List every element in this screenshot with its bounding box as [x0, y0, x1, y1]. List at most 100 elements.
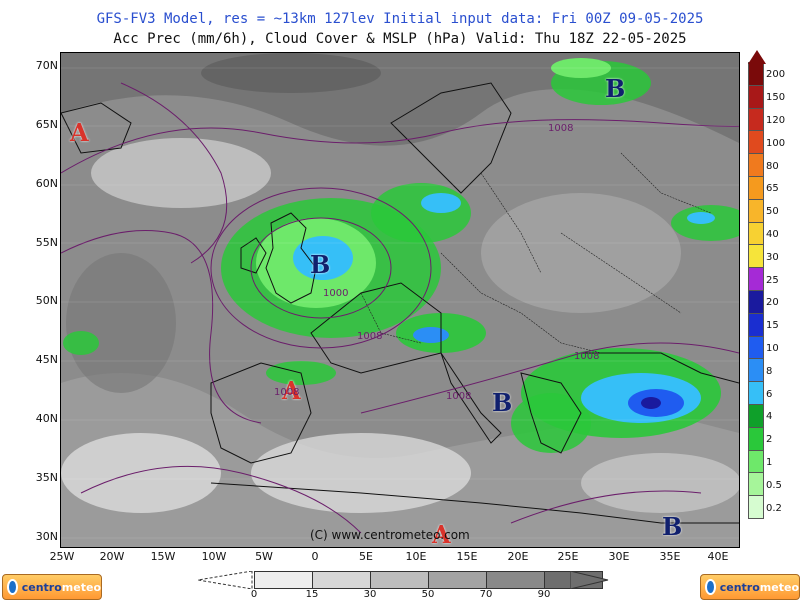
cloud-scale-label: 0: [250, 589, 258, 600]
lon-label: 35E: [659, 550, 681, 563]
precip-scale-label: 200: [766, 69, 786, 81]
low-pressure-marker: B: [605, 74, 626, 103]
precip-scale-label: 15: [766, 320, 779, 332]
cloud-scale-label: 70: [479, 589, 493, 600]
precip-scale-cell: [748, 426, 764, 451]
isobars: [61, 82, 739, 534]
precip-scale-label: 0.2: [766, 502, 782, 514]
low-pressure-marker: B: [310, 250, 331, 279]
precip-scale-label: 50: [766, 206, 779, 218]
lon-label: 10E: [405, 550, 427, 563]
cloud-cover-scale: [200, 571, 603, 589]
copyright-notice: (C) www.centrometeo.com: [310, 528, 470, 542]
cloud-scale-cell: [486, 571, 545, 589]
lat-label: 65N: [35, 118, 58, 131]
map-title: GFS-FV3 Model, res = ~13km 127lev Initia…: [96, 11, 704, 27]
cloud-scale-label: 30: [363, 589, 377, 600]
lon-label: 20W: [99, 550, 125, 563]
precip-scale-cell: [748, 176, 764, 200]
graticule: [61, 67, 739, 539]
isobar-label: 1008: [574, 351, 600, 362]
lat-label: 70N: [35, 59, 58, 72]
cloud-bar-right-arrow-icon: [570, 571, 609, 589]
precip-scale-label: 20: [766, 297, 779, 309]
precip-scale-label: 65: [766, 183, 779, 195]
cloud-scale-cell: [370, 571, 429, 589]
scale-arrow-icon: [748, 50, 766, 64]
precip-scale-cell: [748, 449, 764, 474]
lon-label: 5W: [255, 550, 273, 563]
precip-scale-cell: [748, 358, 764, 383]
precip-scale-cell: [748, 107, 764, 132]
globe-icon: [705, 579, 716, 595]
lat-label: 40N: [35, 412, 58, 425]
precip-scale-label: 25: [766, 274, 779, 286]
precip-scale-label: 40: [766, 229, 779, 240]
lon-label: 15W: [150, 550, 176, 563]
precip-scale-label: 8: [766, 365, 773, 377]
lon-label: 25E: [557, 550, 579, 563]
precip-scale-cell: [748, 153, 764, 177]
high-pressure-marker: A: [70, 118, 89, 147]
precip-scale-label: 1: [766, 457, 773, 468]
lon-label: 20E: [507, 550, 529, 563]
lon-label: 40E: [707, 550, 729, 563]
lat-label: 55N: [35, 236, 58, 249]
lon-label: 0: [311, 550, 319, 563]
precip-scale-cell: [748, 381, 764, 405]
precip-scale-cell: [748, 62, 764, 86]
map-subtitle: Acc Prec (mm/6h), Cloud Cover & MSLP (hP…: [113, 31, 687, 47]
cloud-scale-cell: [312, 571, 371, 589]
precip-scale-cell: [748, 130, 764, 155]
lat-label: 45N: [35, 353, 58, 366]
precip-scale-label: 80: [766, 160, 779, 172]
precip-scale-cell: [748, 267, 764, 291]
low-pressure-marker: B: [492, 388, 513, 417]
globe-icon: [7, 579, 18, 595]
lat-label: 50N: [35, 294, 58, 307]
precip-scale-cell: [748, 244, 764, 269]
lat-label: 60N: [35, 177, 58, 190]
precip-scale-cell: [748, 404, 764, 428]
coastlines: [61, 82, 739, 524]
isobar-label: 1008: [274, 387, 300, 398]
cloud-bar-left-arrow-icon: [198, 571, 253, 589]
isobar-label: 1008: [357, 331, 383, 342]
precip-scale-cell: [748, 335, 764, 360]
centrometeo-logo-right: centro meteo: [700, 574, 800, 600]
precip-area-uk: [221, 183, 471, 338]
centrometeo-logo-left: centro meteo: [2, 574, 102, 600]
isobar-label: 1000: [323, 288, 349, 299]
precip-scale-cell: [748, 312, 764, 337]
isobar-label: 1008: [548, 123, 574, 134]
precip-scale-label: 150: [766, 92, 786, 104]
precip-scale-label: 6: [766, 388, 773, 400]
map-canvas: [61, 53, 739, 547]
precip-scale-label: 0.5: [766, 479, 782, 491]
lat-label: 35N: [35, 471, 58, 484]
precip-scale-cell: [748, 290, 764, 314]
precip-scale-cell: [748, 495, 764, 519]
high-pressure-marker: A: [282, 376, 301, 405]
lon-label: 30E: [608, 550, 630, 563]
lon-label: 15E: [456, 550, 478, 563]
isobar-label: 1008: [446, 391, 472, 402]
cloud-scale-label: 50: [421, 589, 435, 600]
lon-label: 10W: [201, 550, 227, 563]
cloud-scale-cell: [254, 571, 313, 589]
precip-scale-label: 30: [766, 251, 779, 263]
weather-map: [60, 52, 740, 548]
low-pressure-marker: B: [662, 512, 683, 541]
precip-scale-label: 120: [766, 115, 786, 126]
precip-scale-label: 10: [766, 343, 779, 354]
high-pressure-marker: A: [432, 520, 451, 549]
precip-scale-cell: [748, 198, 764, 223]
lon-label: 5E: [359, 550, 373, 563]
cloud-scale-label: 15: [305, 589, 319, 600]
cloud-scale-label: 90: [537, 589, 551, 600]
precip-scale-cell: [748, 84, 764, 109]
precip-area-balkans: [511, 348, 721, 453]
precip-scale-label: 4: [766, 411, 773, 423]
country-borders: [360, 152, 712, 354]
precip-scale-label: 100: [766, 137, 786, 149]
